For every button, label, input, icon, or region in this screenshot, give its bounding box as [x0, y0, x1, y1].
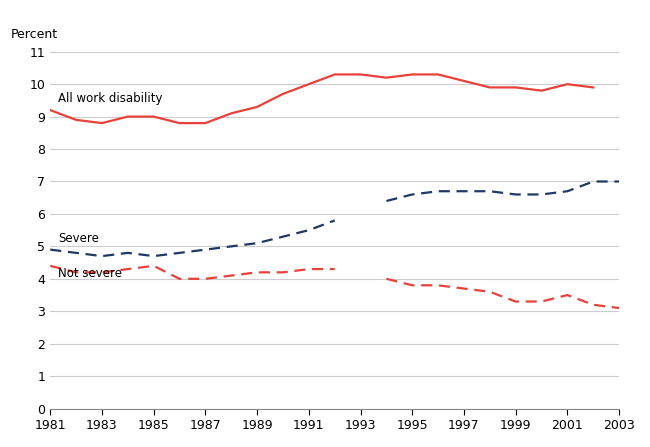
Text: Percent: Percent — [10, 28, 58, 41]
Text: Not severe: Not severe — [58, 267, 122, 280]
Text: Severe: Severe — [58, 232, 99, 245]
Text: All work disability: All work disability — [58, 92, 162, 105]
